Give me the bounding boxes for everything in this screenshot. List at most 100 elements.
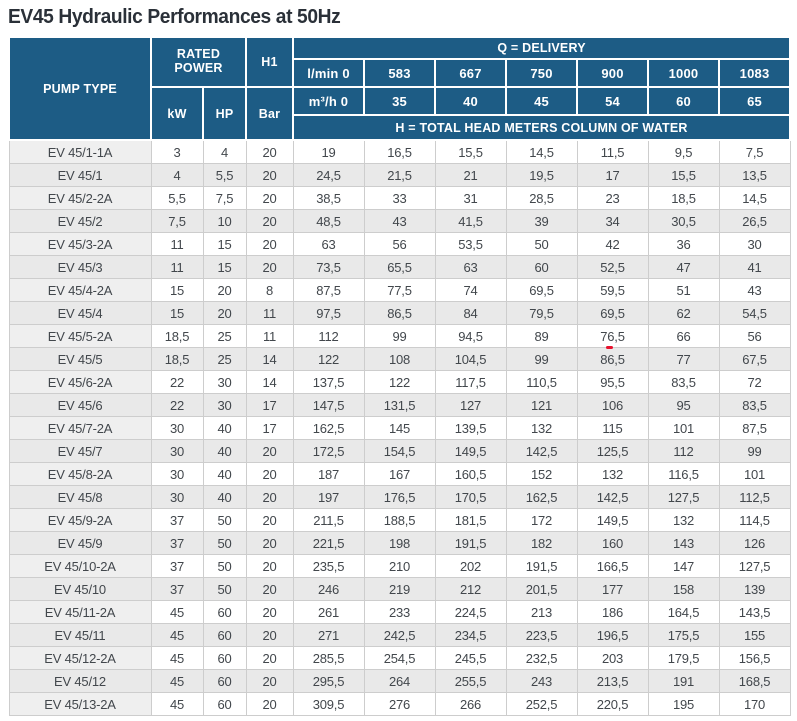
- header-delivery-m3h: 35: [363, 86, 436, 116]
- value-cell: 220,5: [576, 692, 649, 716]
- value-cell: 50: [202, 554, 247, 578]
- table-row: EV 45/2-2A 5,5 7,5 20 38,5 33 31 28,5 23 18,5 14,5: [8, 186, 791, 210]
- value-cell: 89: [505, 324, 578, 348]
- value-cell: 20: [245, 439, 294, 463]
- value-cell: 45: [150, 646, 204, 670]
- value-cell: 77,5: [363, 278, 436, 302]
- table-body: EV 45/1-1A 3 4 20 19 16,5 15,5 14,5 11,5 9,5 7,5 EV…: [8, 139, 791, 716]
- value-cell: 172,5: [292, 439, 365, 463]
- table-row: EV 45/5-2A 18,5 25 11 112 99 94,5 89 76,5 66 56: [8, 324, 791, 348]
- value-cell: 51: [647, 278, 720, 302]
- value-cell: 63: [434, 255, 507, 279]
- value-cell: 137,5: [292, 370, 365, 394]
- value-cell: 121: [505, 393, 578, 417]
- value-cell: 25: [202, 347, 247, 371]
- value-cell: 30: [150, 462, 204, 486]
- value-cell: 16,5: [363, 139, 436, 164]
- value-cell: 84: [434, 301, 507, 325]
- value-cell: 37: [150, 531, 204, 555]
- value-cell: 101: [718, 462, 791, 486]
- value-cell: 20: [245, 209, 294, 233]
- value-cell: 50: [505, 232, 578, 256]
- value-cell: 177: [576, 577, 649, 601]
- value-cell: 15: [150, 278, 204, 302]
- value-cell: 43: [363, 209, 436, 233]
- value-cell: 37: [150, 577, 204, 601]
- value-cell: 40: [202, 485, 247, 509]
- value-cell: 127: [434, 393, 507, 417]
- value-cell: 191,5: [505, 554, 578, 578]
- value-cell: 162,5: [292, 416, 365, 440]
- value-cell: 4: [202, 139, 247, 164]
- pump-type-cell: EV 45/12: [8, 669, 152, 693]
- value-cell: 261: [292, 600, 365, 624]
- value-cell: 48,5: [292, 209, 365, 233]
- value-cell: 5,5: [150, 186, 204, 210]
- value-cell: 53,5: [434, 232, 507, 256]
- value-cell: 94,5: [434, 324, 507, 348]
- value-cell: 76,5: [576, 324, 649, 348]
- value-cell: 30: [718, 232, 791, 256]
- value-cell: 20: [245, 646, 294, 670]
- value-cell: 83,5: [718, 393, 791, 417]
- table-row: EV 45/11-2A 45 60 20 261 233 224,5 213 186 164,5 1…: [8, 600, 791, 624]
- value-cell: 170,5: [434, 485, 507, 509]
- header-total-head-note: H = TOTAL HEAD METERS COLUMN OF WATER: [291, 114, 792, 141]
- value-cell: 19,5: [505, 163, 578, 187]
- table-row: EV 45/13-2A 45 60 20 309,5 276 266 252,5 220,5 19…: [8, 692, 791, 716]
- table-row: EV 45/8-2A 30 40 20 187 167 160,5 152 132 116,5 10…: [8, 462, 791, 486]
- value-cell: 18,5: [647, 186, 720, 210]
- value-cell: 191,5: [434, 531, 507, 555]
- value-cell: 99: [505, 347, 578, 371]
- value-cell: 47: [647, 255, 720, 279]
- value-cell: 20: [245, 139, 294, 164]
- value-cell: 154,5: [363, 439, 436, 463]
- value-cell: 160: [576, 531, 649, 555]
- value-cell: 166,5: [576, 554, 649, 578]
- value-cell: 95: [647, 393, 720, 417]
- value-cell: 175,5: [647, 623, 720, 647]
- value-cell: 7,5: [202, 186, 247, 210]
- header-hp: HP: [202, 86, 247, 141]
- value-cell: 195: [647, 692, 720, 716]
- table-row: EV 45/6-2A 22 30 14 137,5 122 117,5 110,5 95,5 83…: [8, 370, 791, 394]
- value-cell: 14: [245, 347, 294, 371]
- value-cell: 170: [718, 692, 791, 716]
- value-cell: 243: [505, 669, 578, 693]
- value-cell: 15,5: [647, 163, 720, 187]
- value-cell: 158: [647, 577, 720, 601]
- value-cell: 182: [505, 531, 578, 555]
- value-cell: 87,5: [292, 278, 365, 302]
- value-cell: 235,5: [292, 554, 365, 578]
- value-cell: 132: [647, 508, 720, 532]
- value-cell: 21,5: [363, 163, 436, 187]
- table-row: EV 45/7-2A 30 40 17 162,5 145 139,5 132 115 101 87…: [8, 416, 791, 440]
- value-cell: 86,5: [363, 301, 436, 325]
- value-cell: 212: [434, 577, 507, 601]
- value-cell: 203: [576, 646, 649, 670]
- pump-type-cell: EV 45/4: [8, 301, 152, 325]
- value-cell: 59,5: [576, 278, 649, 302]
- table-row: EV 45/6 22 30 17 147,5 131,5 127 121 106 95 83,5: [8, 393, 791, 417]
- table-row: EV 45/2 7,5 10 20 48,5 43 41,5 39 34 30,5 26,5: [8, 209, 791, 233]
- value-cell: 30: [150, 416, 204, 440]
- value-cell: 8: [245, 278, 294, 302]
- value-cell: 147,5: [292, 393, 365, 417]
- value-cell: 52,5: [576, 255, 649, 279]
- value-cell: 11,5: [576, 139, 649, 164]
- value-cell: 24,5: [292, 163, 365, 187]
- value-cell: 191: [647, 669, 720, 693]
- value-cell: 40: [202, 462, 247, 486]
- value-cell: 108: [363, 347, 436, 371]
- value-cell: 186: [576, 600, 649, 624]
- value-cell: 309,5: [292, 692, 365, 716]
- value-cell: 50: [202, 508, 247, 532]
- value-cell: 213,5: [576, 669, 649, 693]
- value-cell: 122: [363, 370, 436, 394]
- value-cell: 211,5: [292, 508, 365, 532]
- value-cell: 246: [292, 577, 365, 601]
- pump-type-cell: EV 45/12-2A: [8, 646, 152, 670]
- value-cell: 104,5: [434, 347, 507, 371]
- value-cell: 20: [245, 623, 294, 647]
- value-cell: 219: [363, 577, 436, 601]
